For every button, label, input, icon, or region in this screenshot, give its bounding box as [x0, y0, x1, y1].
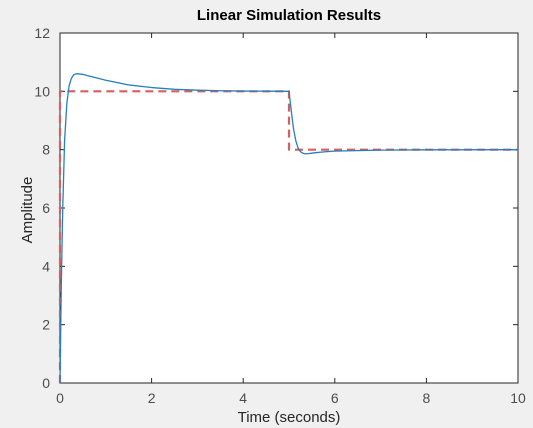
y-tick-label: 4: [42, 258, 50, 274]
y-tick-label: 2: [42, 317, 50, 333]
x-tick-label: 4: [239, 390, 247, 406]
x-tick-label: 2: [148, 390, 156, 406]
x-tick-label: 6: [331, 390, 339, 406]
y-tick-label: 12: [34, 25, 50, 41]
y-tick-label: 10: [34, 83, 50, 99]
x-tick-label: 0: [56, 390, 64, 406]
x-tick-label: 8: [423, 390, 431, 406]
response-signal-line: [59, 73, 519, 384]
chart-title: Linear Simulation Results: [197, 7, 381, 24]
x-axis-label: Time (seconds): [238, 409, 341, 426]
y-axis-ticks: 0 2 4 6 8 10 12: [34, 25, 518, 391]
series-layer: [58, 73, 519, 384]
y-tick-label: 0: [42, 375, 50, 391]
y-axis-label: Amplitude: [19, 177, 36, 244]
y-tick-label: 8: [42, 142, 50, 158]
y-tick-label: 6: [42, 200, 50, 216]
x-tick-label: 10: [510, 390, 526, 406]
